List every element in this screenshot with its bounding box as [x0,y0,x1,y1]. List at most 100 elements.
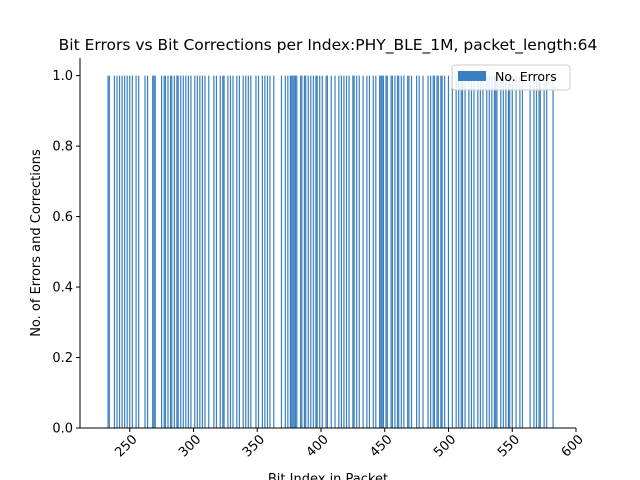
bar-error-477 [418,75,420,429]
bar-error-376 [289,75,291,429]
bar-error-518 [470,75,473,429]
bar-error-525 [479,75,481,429]
bar-error-341 [245,75,247,429]
bar-error-242 [118,75,121,429]
y-axis-ticks: 0.0 0.2 0.4 0.6 0.8 1.0 [52,69,80,437]
bar-error-388 [305,75,307,429]
bar-error-530 [486,75,488,429]
bar-error-288 [177,75,179,429]
bar-error-305 [199,75,201,429]
bar-error-343 [247,75,249,429]
bar-error-294 [185,75,187,429]
bar-error-275 [161,75,163,429]
legend-swatch-errors [458,71,486,81]
bar-error-244 [121,75,123,429]
bar-error-452 [386,75,388,429]
bar-error-268 [152,75,154,429]
bar-error-425 [352,75,354,429]
legend: No. Errors [451,64,571,91]
bar-error-360 [269,75,271,429]
bar-error-567 [533,75,535,429]
legend-label-errors: No. Errors [495,69,557,84]
bar-error-351 [257,75,260,429]
bar-error-510 [460,75,462,429]
bar-error-250 [129,75,131,429]
bar-error-446 [379,75,381,429]
bar-error-456 [391,75,393,429]
y-tick-label: 0.0 [52,422,73,437]
bar-error-575 [543,75,545,429]
bar-error-543 [502,75,504,429]
bar-error-379 [293,75,295,429]
bar-error-465 [403,75,405,429]
bar-error-377 [291,75,293,429]
bar-error-489 [433,75,436,429]
bar-error-469 [408,75,410,429]
bar-error-283 [171,75,173,429]
bar-error-497 [444,75,446,429]
bar-series-errors [107,75,554,429]
bar-error-234 [108,75,110,429]
bar-error-558 [521,75,524,429]
bar-error-363 [273,75,275,429]
bar-error-278 [164,75,167,429]
bar-error-455 [390,75,392,429]
bar-error-331 [232,75,234,429]
bar-error-494 [440,75,442,429]
bar-error-408 [330,75,332,429]
bar-error-430 [358,75,360,429]
bar-error-488 [432,75,434,429]
bar-error-404 [325,75,327,429]
y-axis-label: No. of Errors and Corrections [29,149,44,337]
y-tick-label: 1.0 [52,69,73,84]
bar-error-354 [261,75,263,429]
bar-error-397 [316,75,318,429]
bar-error-436 [366,75,368,429]
bar-error-416 [340,75,342,429]
bar-error-547 [507,75,510,429]
bar-error-428 [356,75,358,429]
bar-error-257 [138,75,140,429]
bar-error-523 [477,75,479,429]
bar-error-572 [539,75,541,429]
bar-error-282 [169,75,172,429]
bar-error-270 [154,75,156,429]
bar-error-422 [348,75,350,429]
bar-error-378 [292,75,294,429]
bar-error-394 [312,75,314,429]
bar-error-569 [535,75,538,429]
bar-error-492 [437,75,439,429]
bar-error-296 [187,75,189,429]
bar-error-396 [315,75,317,429]
bar-error-316 [213,75,215,429]
bar-error-321 [219,75,221,429]
bar-error-538 [496,75,498,429]
bar-error-401 [321,75,323,429]
bar-error-433 [362,75,364,429]
bar-error-447 [380,75,382,429]
bar-error-448 [381,75,383,429]
bar-error-345 [250,75,252,429]
bar-error-381 [296,75,298,429]
bar-error-385 [301,75,303,429]
bar-error-468 [407,75,409,429]
bar-error-449 [382,75,385,429]
bar-error-240 [116,75,118,429]
bar-error-411 [334,75,336,429]
bar-error-451 [385,75,387,429]
bar-error-491 [436,75,438,429]
bar-error-384 [299,75,302,429]
bar-error-520 [473,75,475,429]
bar-error-513 [464,75,466,429]
bar-error-571 [538,75,540,429]
x-axis-label: Bit Index in Packet [268,472,388,480]
bar-error-426 [353,75,355,429]
bar-error-443 [375,75,377,429]
bar-error-290 [180,75,182,429]
bar-error-238 [113,75,116,429]
bar-error-582 [552,75,554,429]
bar-error-356 [264,75,266,429]
bar-error-287 [176,75,178,429]
bar-error-262 [144,75,146,429]
bar-error-312 [208,75,210,429]
